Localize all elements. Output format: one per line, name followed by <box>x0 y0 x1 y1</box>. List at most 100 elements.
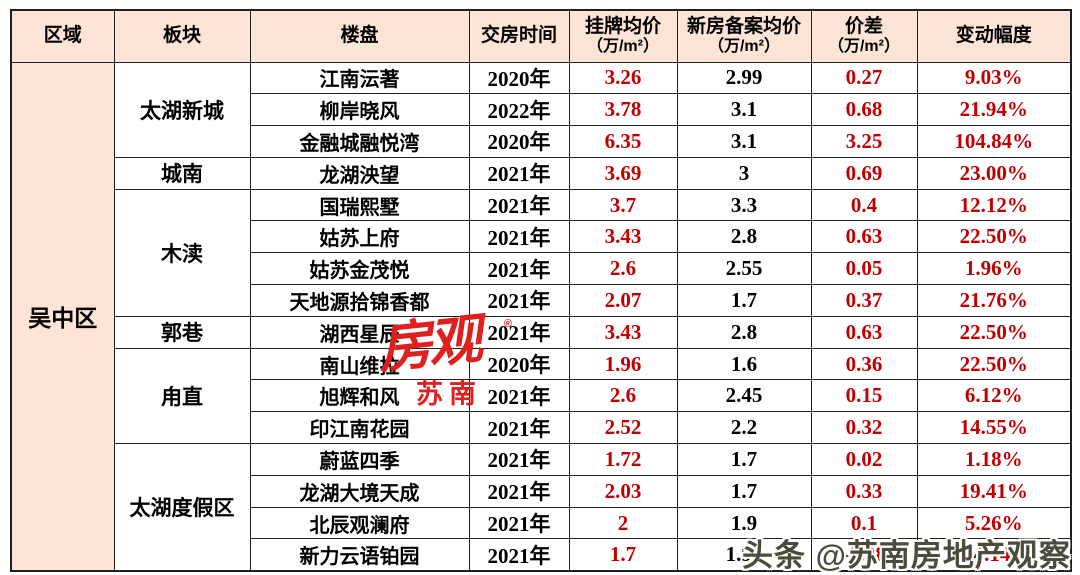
filed-price: 1.7 <box>676 284 812 317</box>
listed-price: 2.6 <box>568 379 678 413</box>
price-diff: -0.28 <box>810 538 918 572</box>
filed-price: 2.8 <box>676 315 812 349</box>
table-row: 姑苏上府 2021年 3.43 2.8 0.63 22.50% <box>11 220 1072 254</box>
filed-price: 2.2 <box>676 411 812 445</box>
table-row: 柳岸晓风 2022年 3.78 3.1 0.68 21.94% <box>11 93 1072 127</box>
table-row: 金融城融悦湾 2020年 6.35 3.1 3.25 104.84% <box>11 125 1072 158</box>
filed-price: 1.98 <box>676 538 812 572</box>
price-diff: 0.69 <box>810 156 918 190</box>
property-name: 江南沄著 <box>249 61 470 95</box>
table-row: 旭辉和风 2021年 2.6 2.45 0.15 6.12% <box>11 379 1072 413</box>
header-row: 区域 板块 楼盘 交房时间 挂牌均价 （万/m²） 新房备案均价 （万/m²） 价差… <box>10 9 1072 63</box>
price-diff: 3.25 <box>810 125 918 158</box>
col-header-change-rate: 变动幅度 <box>916 9 1072 63</box>
filed-price: 1.9 <box>676 506 812 540</box>
listed-price: 3.69 <box>568 156 678 190</box>
filed-price: 3.3 <box>676 188 812 222</box>
listed-price: 3.26 <box>568 61 678 95</box>
price-diff: 0.27 <box>810 61 918 95</box>
block-cell: 木渎 <box>113 188 251 317</box>
price-diff: 0.32 <box>810 411 918 445</box>
filed-price: 2.99 <box>676 61 812 95</box>
property-name: 北辰观澜府 <box>249 506 470 540</box>
block-cell: 太湖新城 <box>113 61 251 158</box>
delivery-year: 2020年 <box>468 125 570 158</box>
change-rate: 1.18% <box>916 443 1072 476</box>
delivery-year: 2021年 <box>468 220 570 254</box>
delivery-year: 2020年 <box>468 61 570 95</box>
col-header-filed-price: 新房备案均价 （万/m²） <box>676 9 812 63</box>
delivery-year: 2021年 <box>468 156 570 190</box>
price-diff: 0.37 <box>810 284 918 317</box>
table-row: 新力云语铂园 2021年 1.7 1.98 -0.28 -14.14% <box>11 538 1072 572</box>
listed-price: 2.07 <box>568 284 678 317</box>
delivery-year: 2022年 <box>468 93 570 127</box>
property-name: 蔚蓝四季 <box>249 443 470 476</box>
col-header-property: 楼盘 <box>249 9 470 63</box>
listed-price: 2.6 <box>568 252 678 286</box>
listed-price: 3.43 <box>568 220 678 254</box>
table-row: 甪直 南山维拉 2020年 1.96 1.6 0.36 22.50% <box>11 347 1072 445</box>
price-diff: 0.33 <box>810 474 918 508</box>
delivery-year: 2021年 <box>468 379 570 413</box>
price-diff: 0.4 <box>810 188 918 222</box>
delivery-year: 2021年 <box>468 538 570 572</box>
price-diff: 0.63 <box>810 220 918 254</box>
price-diff: 0.05 <box>810 252 918 286</box>
filed-price: 2.8 <box>676 220 812 254</box>
property-name: 柳岸晓风 <box>249 93 470 127</box>
block-cell: 甪直 <box>113 347 251 445</box>
change-rate: 22.50% <box>916 220 1072 254</box>
listed-price: 1.96 <box>568 347 678 381</box>
change-rate: 19.41% <box>916 474 1072 508</box>
table-row: 吴中区 太湖新城 江南沄著 2020年 3.26 2.99 0.27 9.03% <box>10 61 1072 572</box>
property-name: 姑苏金茂悦 <box>249 252 470 286</box>
change-rate: 104.84% <box>916 125 1072 158</box>
change-rate: 6.12% <box>916 379 1072 413</box>
change-rate: 14.55% <box>916 411 1072 445</box>
listed-price: 2.03 <box>568 474 678 508</box>
change-rate: 21.76% <box>916 284 1072 317</box>
property-name: 龙湖泱望 <box>249 156 470 190</box>
block-cell: 郭巷 <box>113 315 251 349</box>
table-row: 北辰观澜府 2021年 2 1.9 0.1 5.26% <box>11 506 1072 540</box>
property-name: 新力云语铂园 <box>249 538 470 572</box>
property-name: 印江南花园 <box>249 411 470 445</box>
table-row: 太湖度假区 蔚蓝四季 2021年 1.72 1.7 0.02 1.18% <box>11 443 1072 572</box>
delivery-year: 2021年 <box>468 284 570 317</box>
listed-price: 3.43 <box>568 315 678 349</box>
table-row: 郭巷 湖西星辰 2021年 3.43 2.8 0.63 22.50% <box>11 315 1072 349</box>
listed-price: 3.7 <box>568 188 678 222</box>
listed-price: 1.72 <box>568 443 678 476</box>
change-rate: 9.03% <box>916 61 1072 95</box>
listed-price: 2.52 <box>568 411 678 445</box>
price-diff: 0.68 <box>810 93 918 127</box>
property-name: 国瑞熙墅 <box>249 188 470 222</box>
delivery-year: 2021年 <box>468 252 570 286</box>
filed-price: 2.55 <box>676 252 812 286</box>
delivery-year: 2021年 <box>468 411 570 445</box>
listed-price: 2 <box>568 506 678 540</box>
property-name: 旭辉和风 <box>249 379 470 413</box>
change-rate: 23.00% <box>916 156 1072 190</box>
property-name: 南山维拉 <box>249 347 470 381</box>
property-name: 龙湖大境天成 <box>249 474 470 508</box>
filed-price: 1.7 <box>676 443 812 476</box>
change-rate: 21.94% <box>916 93 1072 127</box>
property-name: 天地源拾锦香都 <box>249 284 470 317</box>
change-rate: -14.14% <box>916 538 1072 572</box>
col-header-delivery: 交房时间 <box>468 9 570 63</box>
price-diff: 0.15 <box>810 379 918 413</box>
housing-price-table: 区域 板块 楼盘 交房时间 挂牌均价 （万/m²） 新房备案均价 （万/m²） 价差… <box>10 9 1072 572</box>
change-rate: 22.50% <box>916 315 1072 349</box>
col-header-block: 板块 <box>113 9 251 63</box>
listed-price: 6.35 <box>568 125 678 158</box>
col-header-region: 区域 <box>10 9 115 63</box>
col-header-price-diff: 价差 （万/m²） <box>810 9 918 63</box>
delivery-year: 2021年 <box>468 506 570 540</box>
table-row: 龙湖大境天成 2021年 2.03 1.7 0.33 19.41% <box>11 474 1072 508</box>
filed-price: 3 <box>676 156 812 190</box>
change-rate: 12.12% <box>916 188 1072 222</box>
filed-price: 3.1 <box>676 93 812 127</box>
